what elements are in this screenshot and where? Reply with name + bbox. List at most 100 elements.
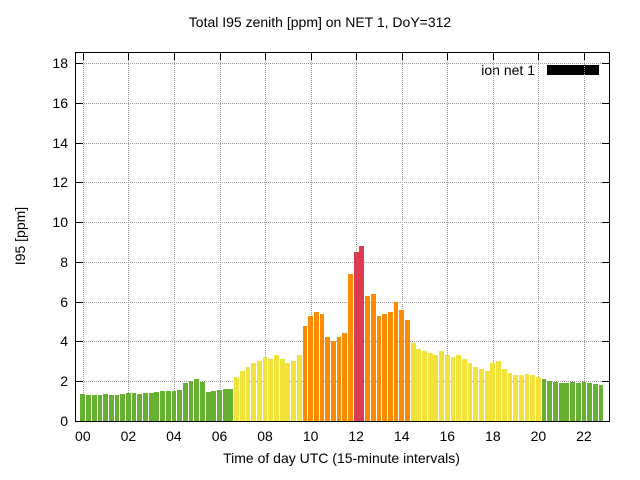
tick-mark: [265, 53, 267, 60]
grid-line-h: [76, 301, 609, 303]
bar: [450, 357, 456, 421]
bar: [399, 309, 405, 421]
bar: [518, 375, 524, 421]
grid-line-h: [76, 222, 609, 224]
bar: [296, 355, 302, 421]
bar: [393, 301, 399, 421]
grid-line-v: [492, 53, 494, 421]
tick-mark: [401, 53, 403, 60]
plot-area: ion net 1 0 2 4 6 8 10 12 14 16 18 00 02 04 06 08 10 12 1…: [52, 52, 610, 444]
grid-line-v: [401, 53, 403, 421]
bar: [484, 371, 490, 421]
x-tick-label: 16: [439, 428, 456, 444]
x-tick-label: 18: [485, 428, 501, 444]
bar: [143, 393, 148, 421]
bar: [114, 395, 120, 421]
bar: [461, 359, 467, 421]
bar: [285, 363, 291, 421]
bar: [507, 373, 513, 421]
bar: [524, 374, 530, 421]
tick-mark: [76, 142, 83, 144]
x-axis-label: Time of day UTC (15-minute intervals): [223, 450, 460, 466]
bar: [86, 395, 91, 421]
x-tick-label: 22: [576, 428, 592, 444]
bar: [120, 394, 126, 421]
tick-mark: [76, 341, 83, 343]
bar: [433, 355, 439, 421]
y-tick-label: 2: [60, 373, 68, 390]
bar: [234, 377, 239, 421]
x-tick-label: 06: [211, 428, 228, 444]
bar: [165, 391, 171, 421]
y-tick-label: 12: [52, 174, 68, 191]
y-tick-label: 6: [60, 293, 68, 310]
y-tick-label: 10: [52, 214, 68, 231]
grid-line-h: [76, 142, 609, 144]
x-tick-label: 02: [120, 428, 137, 444]
bar: [513, 375, 518, 421]
bar: [108, 395, 114, 421]
grid-line-h: [76, 62, 609, 64]
x-tick-label: 14: [393, 428, 410, 444]
bar: [456, 355, 462, 421]
bar: [279, 359, 285, 421]
grid-line-h: [76, 182, 609, 184]
grid-line-v: [82, 53, 84, 421]
bar: [387, 311, 393, 421]
tick-mark: [173, 53, 175, 60]
bar: [188, 381, 194, 421]
tick-mark: [219, 53, 221, 60]
bar: [154, 392, 160, 421]
y-tick-label: 16: [52, 94, 68, 111]
legend-swatch: [547, 65, 599, 75]
grid-line-v: [447, 53, 449, 421]
bar: [570, 382, 575, 421]
y-tick-label: 0: [60, 413, 68, 429]
grid-line-h: [76, 261, 609, 263]
bar: [592, 384, 598, 421]
tick-mark: [602, 62, 609, 64]
grid-line-v: [538, 53, 540, 421]
tick-mark: [602, 341, 609, 343]
bar: [228, 389, 234, 421]
bar: [177, 390, 183, 421]
bar: [359, 245, 365, 421]
bar: [342, 333, 348, 421]
bar: [131, 393, 137, 421]
bar: [302, 325, 308, 421]
bar: [222, 389, 228, 421]
bar: [245, 367, 251, 421]
bar: [365, 295, 370, 421]
grid-line-v: [265, 53, 267, 421]
bar: [575, 383, 581, 421]
bar: [308, 315, 313, 421]
bar: [348, 273, 353, 421]
tick-mark: [356, 53, 358, 60]
bar: [262, 357, 268, 421]
tick-mark: [602, 142, 609, 144]
grid-line-v: [173, 53, 175, 421]
grid-line-v: [356, 53, 358, 421]
bar: [200, 382, 205, 421]
x-tick-label: 20: [530, 428, 547, 444]
tick-mark: [447, 53, 449, 60]
tick-mark: [76, 261, 83, 263]
bar: [274, 355, 279, 421]
bar: [325, 337, 331, 421]
tick-mark: [128, 53, 130, 60]
bar: [427, 353, 433, 421]
tick-mark: [602, 261, 609, 263]
grid-line-v: [219, 53, 221, 421]
bar: [205, 392, 211, 421]
bar: [194, 379, 200, 421]
bar: [422, 351, 427, 421]
tick-mark: [602, 301, 609, 303]
bar: [558, 383, 564, 421]
bar: [268, 359, 274, 421]
bar: [405, 319, 410, 421]
bar: [313, 311, 319, 421]
tick-mark: [602, 182, 609, 184]
bar: [444, 355, 450, 421]
bar: [541, 379, 547, 421]
bar: [370, 293, 376, 421]
